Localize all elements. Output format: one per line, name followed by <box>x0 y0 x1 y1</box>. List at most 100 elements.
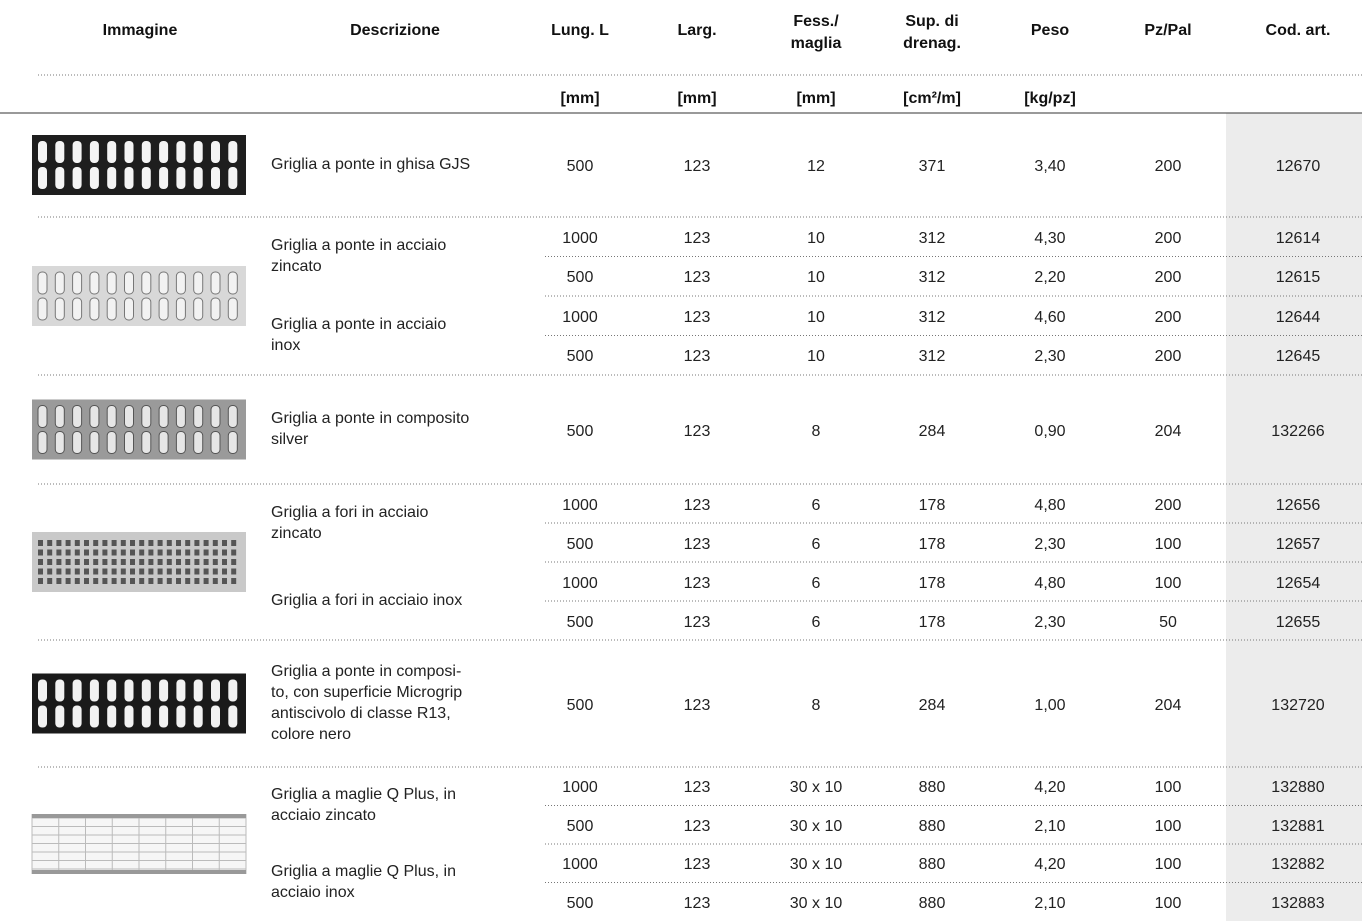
image-slot <box>211 167 220 189</box>
image-hole <box>157 578 163 584</box>
image-hole <box>166 559 172 565</box>
column-title: Pz/Pal <box>1144 22 1192 39</box>
cell: 100 <box>1154 574 1182 592</box>
image-slot <box>210 405 221 428</box>
image-slot <box>38 705 47 728</box>
image-slot <box>72 679 82 702</box>
image-slot <box>107 679 117 702</box>
cell: 123 <box>683 422 711 440</box>
cell: 100 <box>1154 894 1182 912</box>
product-image <box>32 673 246 734</box>
image-hole <box>120 568 126 575</box>
image-hole <box>130 578 135 584</box>
cell: 312 <box>918 348 946 366</box>
cell: 132883 <box>1271 894 1325 912</box>
image-hole <box>93 549 99 556</box>
cell: 2,30 <box>1034 535 1066 553</box>
cell: 500 <box>566 696 594 714</box>
product-image <box>32 266 246 326</box>
image-slot <box>158 405 169 428</box>
image-slot <box>106 297 117 321</box>
column-title: Immagine <box>102 22 178 39</box>
image-hole <box>176 549 181 556</box>
image-slot <box>37 405 48 428</box>
image-slot <box>55 679 65 702</box>
image-hole <box>93 568 99 575</box>
image-slot <box>176 705 186 728</box>
image-hole <box>203 578 209 584</box>
image-slot <box>89 679 99 702</box>
image-hole <box>139 578 145 584</box>
image-slot <box>37 297 48 321</box>
image-slot <box>107 141 117 163</box>
image-slot <box>72 271 83 295</box>
image-slot <box>72 167 82 189</box>
image-slot <box>89 167 99 189</box>
image-hole <box>120 540 126 546</box>
image-slot <box>193 271 204 295</box>
cell: 4,30 <box>1034 229 1066 247</box>
cell: 6 <box>811 613 821 631</box>
image-hole <box>222 540 227 546</box>
cell: 204 <box>1154 696 1182 714</box>
image-hole <box>148 559 154 565</box>
image-hole <box>65 559 71 565</box>
image-frame <box>32 870 246 874</box>
cell: 1000 <box>562 856 598 874</box>
cell: 132880 <box>1271 779 1325 797</box>
cell: 123 <box>683 856 711 874</box>
image-slot <box>72 297 83 321</box>
cell: 1000 <box>562 574 598 592</box>
cell: 2,10 <box>1034 894 1066 912</box>
cell: 4,60 <box>1034 308 1066 326</box>
image-hole <box>203 549 209 556</box>
image-hole <box>185 559 191 565</box>
image-hole <box>47 540 53 546</box>
image-hole <box>56 559 62 565</box>
image-hole <box>120 578 126 584</box>
image-hole <box>84 568 89 575</box>
image-slot <box>227 405 238 428</box>
cell: 10 <box>807 229 825 247</box>
image-hole <box>203 559 209 565</box>
image-hole <box>111 568 117 575</box>
image-hole <box>231 578 237 584</box>
image-slot <box>89 405 100 428</box>
image-slot <box>89 705 99 728</box>
cell: 8 <box>811 422 821 440</box>
cell: 1000 <box>562 308 598 326</box>
cell: 12645 <box>1275 348 1321 366</box>
image-slot <box>54 431 65 454</box>
image-hole <box>38 559 43 565</box>
image-hole <box>194 540 200 546</box>
image-slot <box>72 141 82 163</box>
cell: 12614 <box>1275 229 1321 247</box>
image-slot <box>72 405 83 428</box>
cell: 2,30 <box>1034 613 1066 631</box>
image-slot <box>141 705 151 728</box>
image-slot <box>193 297 204 321</box>
image-hole <box>84 578 89 584</box>
image-slot <box>193 431 204 454</box>
cell: 100 <box>1154 535 1182 553</box>
cell: 12656 <box>1275 496 1321 514</box>
image-hole <box>102 540 108 546</box>
description: silver <box>271 431 309 448</box>
cell: 880 <box>918 817 946 835</box>
cell: 2,20 <box>1034 269 1066 287</box>
image-slot <box>159 705 169 728</box>
image-hole <box>185 568 191 575</box>
image-slot <box>55 705 65 728</box>
cell: 178 <box>918 574 946 592</box>
image-slot <box>141 431 152 454</box>
description: Griglia a ponte in acciaio <box>271 316 447 333</box>
image-hole <box>84 559 89 565</box>
image-hole <box>166 578 172 584</box>
image-hole <box>130 568 135 575</box>
image-slot <box>106 431 117 454</box>
image-slot <box>176 167 186 189</box>
cell: 880 <box>918 894 946 912</box>
description: Griglia a ponte in composito <box>271 410 470 427</box>
image-hole <box>203 568 209 575</box>
image-slot <box>89 271 100 295</box>
